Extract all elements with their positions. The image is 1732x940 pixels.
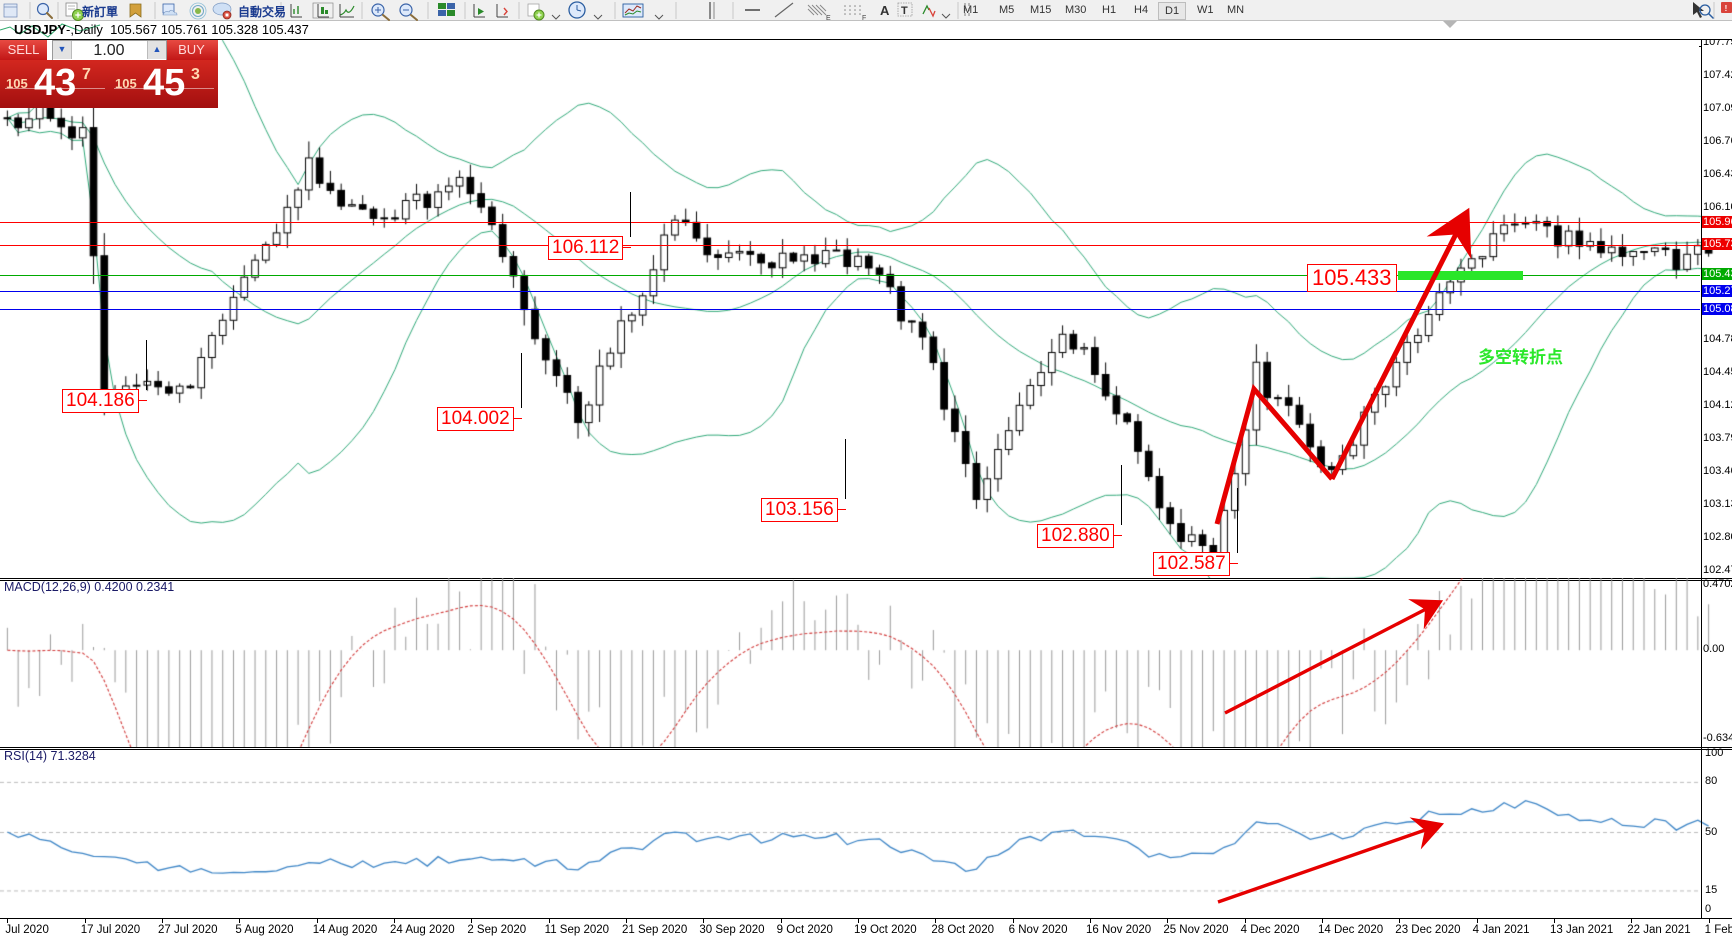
- svg-text:A: A: [880, 3, 890, 18]
- svg-text:T: T: [901, 5, 908, 17]
